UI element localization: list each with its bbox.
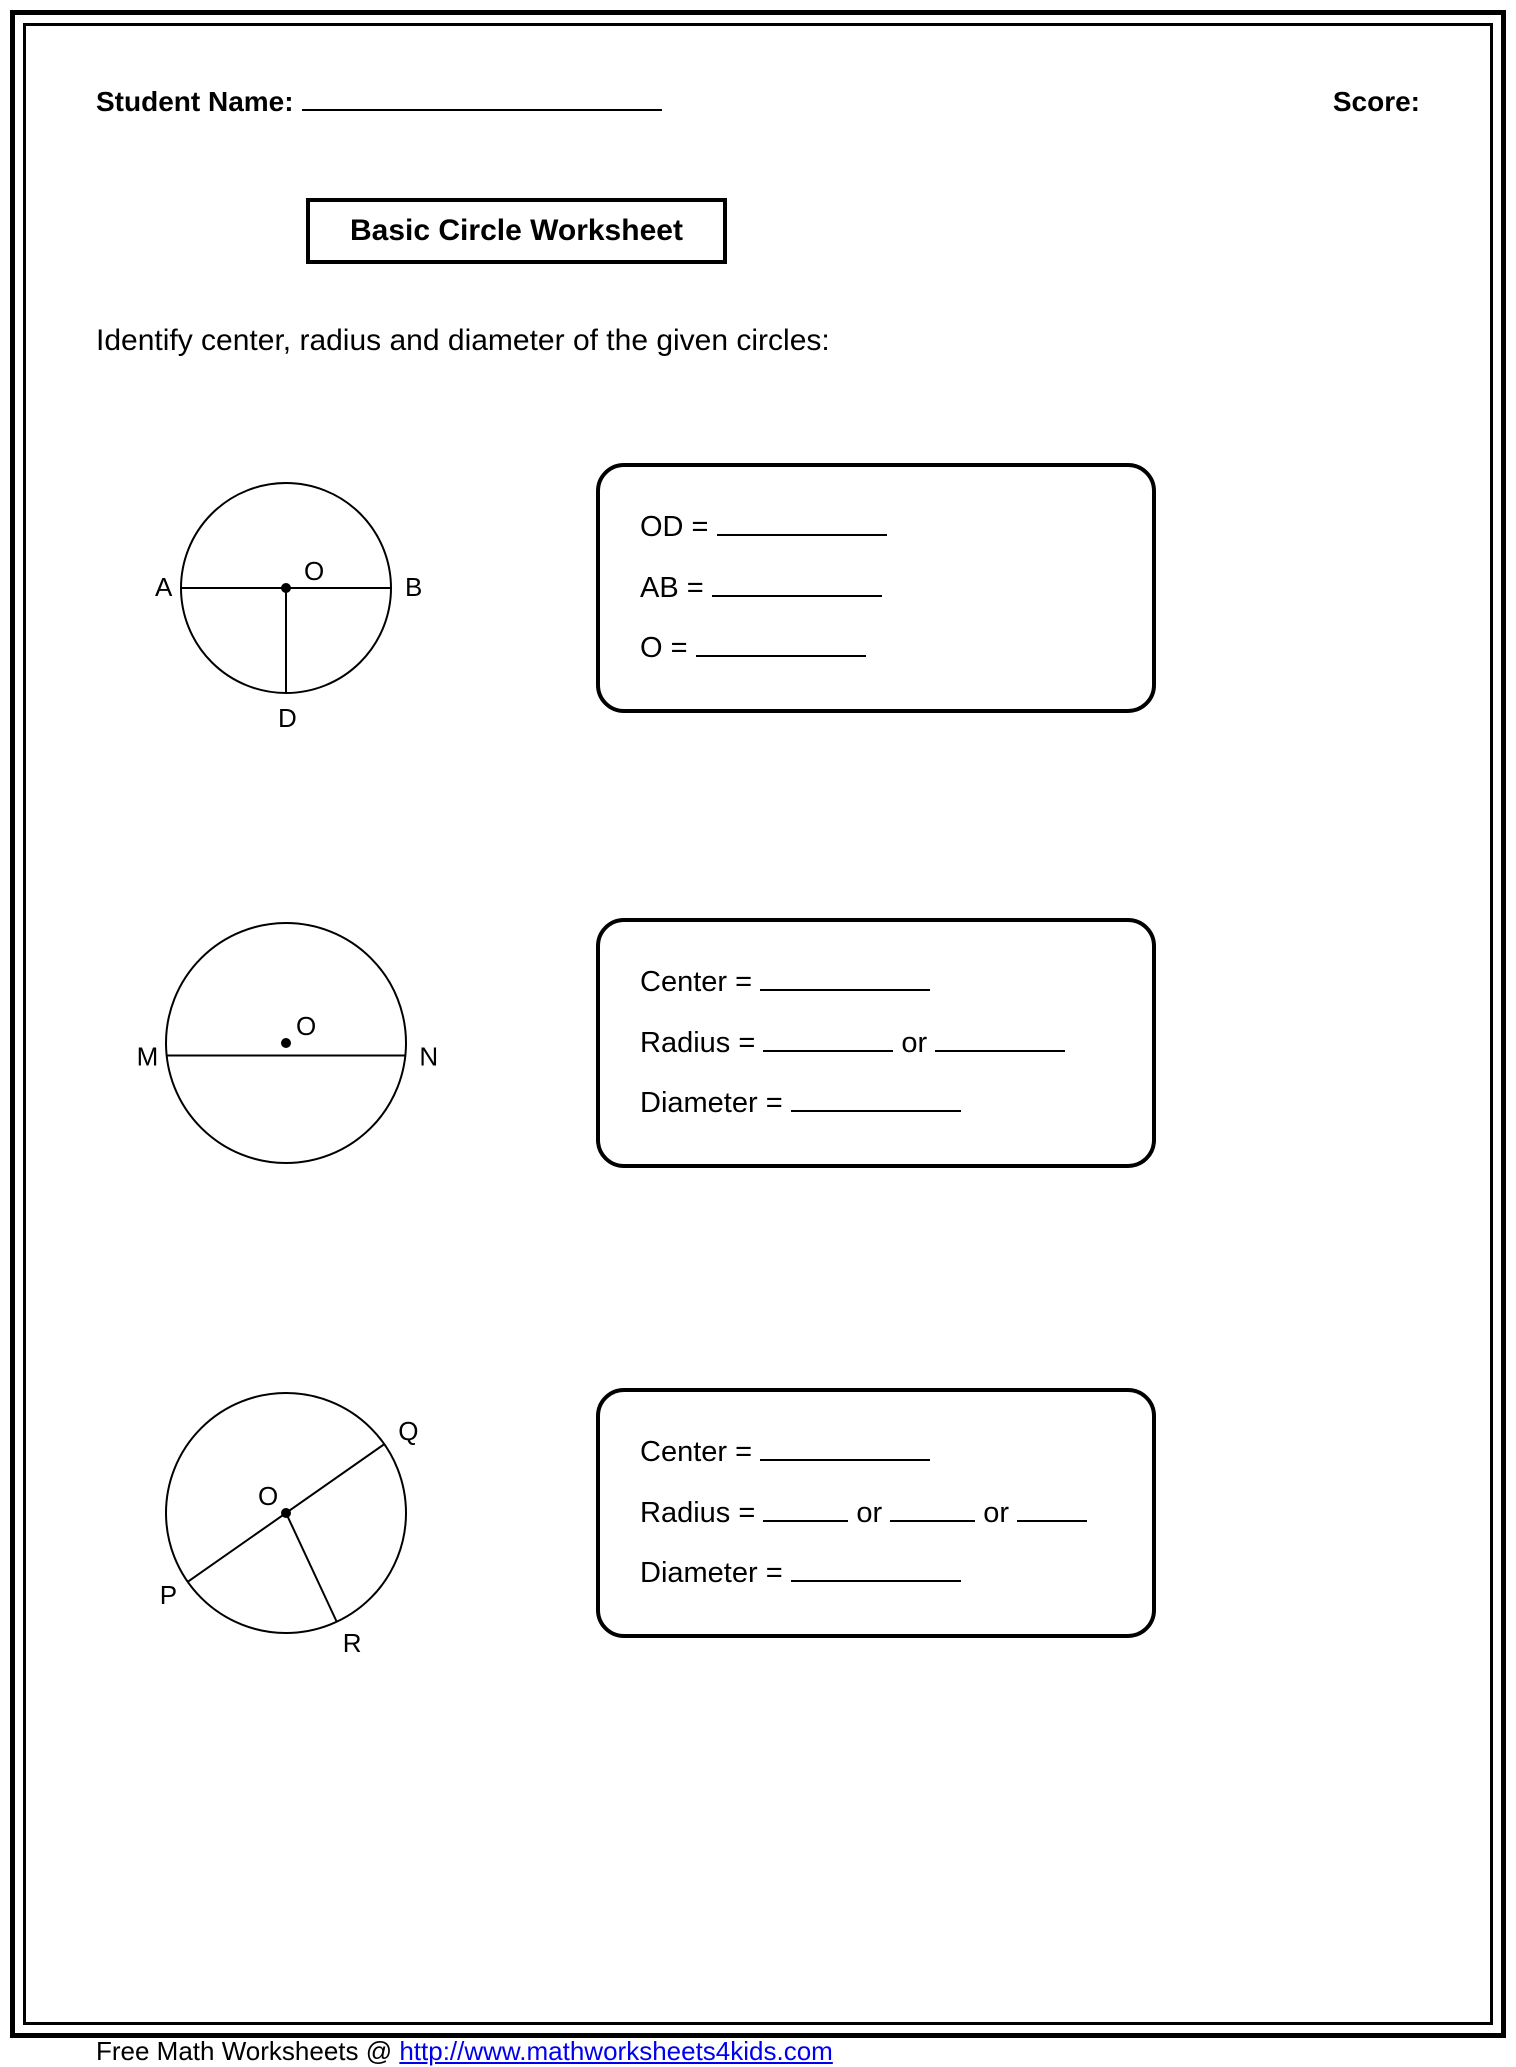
answer-blank[interactable] <box>696 637 866 657</box>
answer-label: Center = <box>640 1436 760 1468</box>
svg-text:B: B <box>405 572 422 602</box>
svg-text:N: N <box>419 1042 438 1072</box>
answer-blank[interactable] <box>760 1441 930 1461</box>
problems-container: O A B D OD = AB = O = O M N Center = Radius = o… <box>96 438 1420 1678</box>
instructions-text: Identify center, radius and diameter of … <box>96 324 1420 358</box>
answer-blank[interactable] <box>791 1562 961 1582</box>
answer-line: Center = <box>640 952 1112 1013</box>
answer-line: Radius = or or <box>640 1483 1112 1544</box>
answer-separator: or <box>893 1027 935 1059</box>
problem-row: O A B D OD = AB = O = <box>96 438 1420 738</box>
student-name-blank[interactable] <box>302 89 662 111</box>
answer-separator: or <box>848 1497 890 1529</box>
problem-row: O M N Center = Radius = or Diameter = <box>96 878 1420 1208</box>
svg-text:R: R <box>343 1628 362 1658</box>
answer-blank[interactable] <box>890 1502 975 1522</box>
score-label: Score: <box>1333 86 1420 118</box>
answer-label: Radius = <box>640 1027 763 1059</box>
answer-box: Center = Radius = or or Diameter = <box>596 1388 1156 1639</box>
circle-cell: O M N <box>96 878 476 1208</box>
worksheet-title: Basic Circle Worksheet <box>306 198 727 264</box>
answer-line: O = <box>640 618 1112 679</box>
student-name-field: Student Name: <box>96 86 662 118</box>
page-outer-border: Student Name: Score: Basic Circle Worksh… <box>10 10 1506 2038</box>
answer-line: OD = <box>640 497 1112 558</box>
answer-label: Diameter = <box>640 1087 791 1119</box>
answer-label: Diameter = <box>640 1557 791 1589</box>
answer-label: O = <box>640 632 696 664</box>
svg-text:O: O <box>296 1011 316 1041</box>
answer-box: OD = AB = O = <box>596 463 1156 714</box>
answer-line: AB = <box>640 558 1112 619</box>
circle-diagram: O A B D <box>136 438 436 738</box>
answer-blank[interactable] <box>760 971 930 991</box>
header-row: Student Name: Score: <box>96 86 1420 118</box>
answer-blank[interactable] <box>712 577 882 597</box>
circle-cell: O A B D <box>96 438 476 738</box>
answer-blank[interactable] <box>935 1032 1065 1052</box>
svg-text:O: O <box>304 556 324 586</box>
answer-box: Center = Radius = or Diameter = <box>596 918 1156 1169</box>
answer-line: Radius = or <box>640 1013 1112 1074</box>
svg-text:O: O <box>258 1481 278 1511</box>
answer-label: AB = <box>640 572 712 604</box>
answer-blank[interactable] <box>763 1502 848 1522</box>
svg-text:P: P <box>160 1580 177 1610</box>
problem-row: O Q P R Center = Radius = or or Diameter = <box>96 1348 1420 1678</box>
circle-diagram: O M N <box>121 878 451 1208</box>
answer-blank[interactable] <box>717 516 887 536</box>
answer-line: Diameter = <box>640 1543 1112 1604</box>
svg-text:M: M <box>137 1042 159 1072</box>
svg-text:A: A <box>155 572 173 602</box>
page-inner-border: Student Name: Score: Basic Circle Worksh… <box>23 23 1493 2025</box>
circle-diagram: O Q P R <box>121 1348 451 1678</box>
answer-separator: or <box>975 1497 1017 1529</box>
answer-blank[interactable] <box>763 1032 893 1052</box>
svg-text:Q: Q <box>398 1416 418 1446</box>
answer-blank[interactable] <box>1017 1502 1087 1522</box>
answer-label: OD = <box>640 511 717 543</box>
student-name-label: Student Name: <box>96 86 294 118</box>
circle-cell: O Q P R <box>96 1348 476 1678</box>
svg-text:D: D <box>278 703 297 733</box>
answer-line: Diameter = <box>640 1073 1112 1134</box>
answer-blank[interactable] <box>791 1092 961 1112</box>
footer-link[interactable]: http://www.mathworksheets4kids.com <box>399 2036 833 2066</box>
answer-line: Center = <box>640 1422 1112 1483</box>
answer-label: Radius = <box>640 1497 763 1529</box>
answer-label: Center = <box>640 966 760 998</box>
footer-text: Free Math Worksheets @ <box>96 2036 399 2066</box>
footer: Free Math Worksheets @ http://www.mathwo… <box>96 2036 833 2067</box>
title-container: Basic Circle Worksheet <box>96 198 1420 324</box>
